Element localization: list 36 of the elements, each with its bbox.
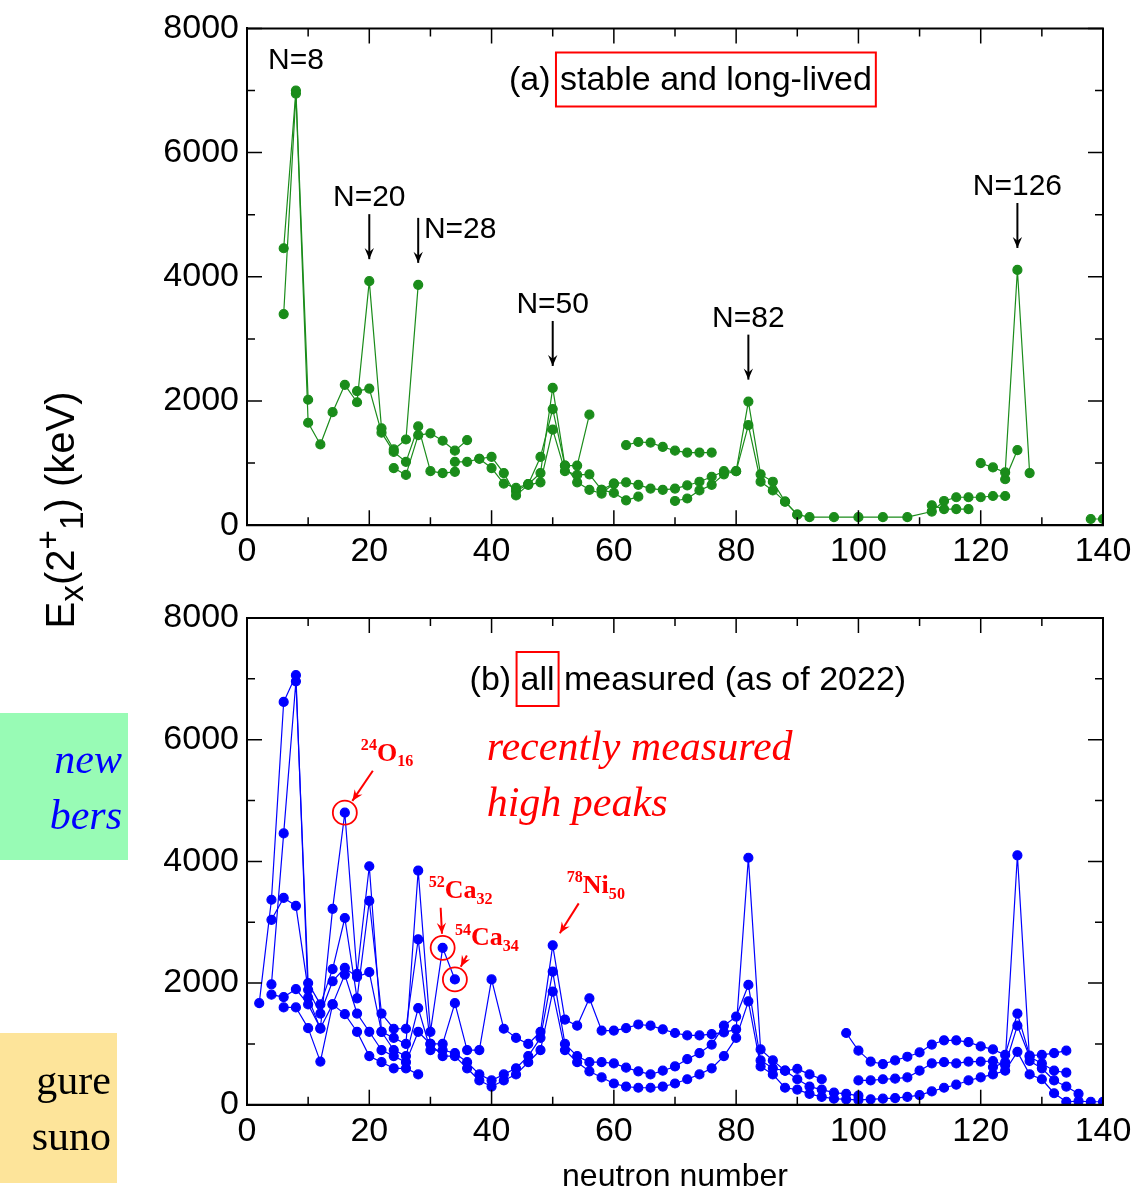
- annotation: recently measured high peaks: [486, 723, 794, 825]
- x-tick-label: 100: [830, 529, 887, 568]
- x-tick-label: 100: [830, 1109, 887, 1148]
- y-tick-label: 0: [220, 503, 239, 542]
- x-tick-label: 60: [594, 529, 633, 568]
- x-tick-label: 120: [952, 1109, 1010, 1148]
- annotation: N=8: [267, 41, 324, 75]
- y-tick-label: 2000: [163, 961, 239, 1000]
- y-tick-label: 6000: [163, 130, 239, 169]
- x-tick-label: 40: [472, 529, 511, 568]
- x-tick-label: 140: [1074, 1109, 1132, 1148]
- x-tick-label: 40: [472, 1109, 511, 1148]
- y-tick-label: 4000: [163, 255, 239, 294]
- x-tick-label: 20: [350, 1109, 389, 1148]
- text: gure suno: [31, 1056, 112, 1161]
- y-tick-label: 6000: [163, 718, 239, 757]
- y-tick-label: 2000: [163, 379, 239, 418]
- x-tick-label: 80: [717, 1109, 756, 1148]
- x-tick-label: 80: [717, 529, 756, 568]
- annotation: (a) stable and long-lived: [508, 59, 872, 98]
- annotation: N=50: [516, 285, 589, 319]
- annotation: (b) all measured (as of 2022): [469, 659, 907, 697]
- x-tick-label: 120: [952, 529, 1010, 568]
- x-tick-label: 140: [1074, 529, 1132, 568]
- y-tick-label: 4000: [163, 839, 239, 878]
- annotation: N=126: [972, 167, 1063, 201]
- y-tick-label: 8000: [163, 6, 239, 45]
- x-axis-title: neutron number: [562, 1156, 789, 1193]
- y-tick-label: 0: [220, 1083, 239, 1122]
- x-tick-label: 60: [594, 1109, 633, 1148]
- x-tick-label: 20: [350, 529, 389, 568]
- annotation: N=20: [333, 179, 406, 213]
- annotation: N=28: [423, 210, 497, 244]
- text: new bers: [49, 734, 123, 840]
- annotation: N=82: [712, 299, 785, 333]
- y-tick-label: 8000: [163, 596, 239, 635]
